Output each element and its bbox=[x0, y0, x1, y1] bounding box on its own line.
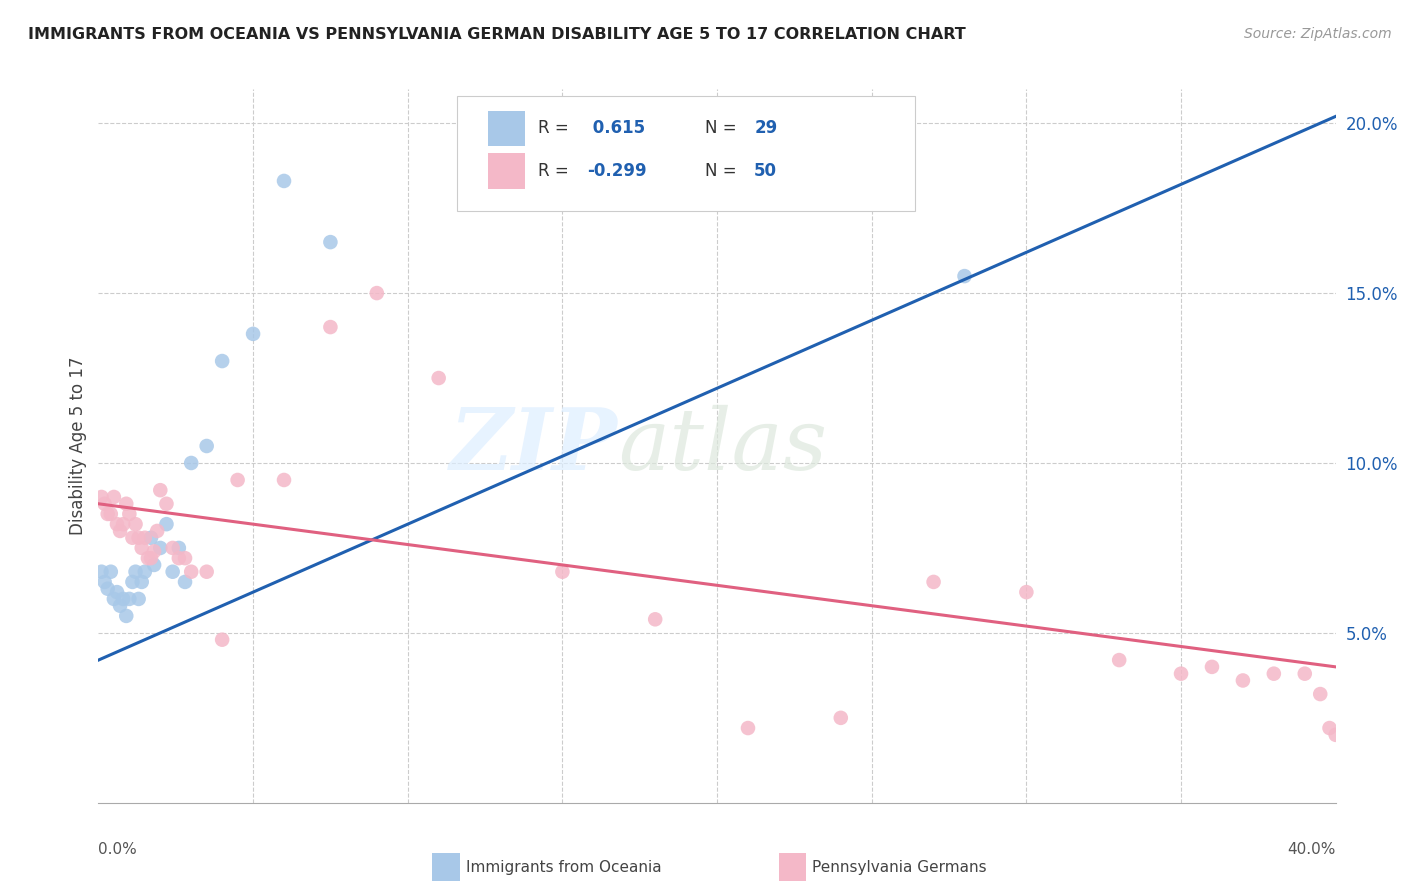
Point bbox=[319, 320, 342, 334]
Point bbox=[922, 574, 945, 589]
Point bbox=[143, 544, 166, 558]
Text: R =: R = bbox=[537, 162, 574, 180]
Point bbox=[139, 551, 162, 566]
Point bbox=[115, 608, 138, 623]
Point bbox=[124, 517, 146, 532]
Point bbox=[97, 582, 120, 596]
Point bbox=[162, 541, 184, 555]
Point bbox=[103, 490, 125, 504]
Bar bbox=[433, 853, 460, 881]
Text: ZIP: ZIP bbox=[450, 404, 619, 488]
Point bbox=[121, 531, 143, 545]
Point bbox=[134, 565, 156, 579]
Text: 40.0%: 40.0% bbox=[1288, 842, 1336, 857]
Point bbox=[136, 551, 159, 566]
Point bbox=[93, 574, 115, 589]
Text: N =: N = bbox=[704, 162, 741, 180]
Point bbox=[167, 541, 190, 555]
Point bbox=[737, 721, 759, 735]
Point bbox=[128, 591, 150, 606]
Text: 50: 50 bbox=[754, 162, 778, 180]
Point bbox=[149, 541, 172, 555]
Point bbox=[1108, 653, 1130, 667]
Point bbox=[149, 483, 172, 498]
Bar bbox=[779, 853, 806, 881]
Point bbox=[139, 531, 162, 545]
Point bbox=[108, 524, 131, 538]
Point bbox=[242, 326, 264, 341]
Point bbox=[155, 517, 177, 532]
Point bbox=[366, 286, 388, 301]
Point bbox=[551, 565, 574, 579]
Point bbox=[226, 473, 249, 487]
Point bbox=[273, 174, 295, 188]
Point bbox=[131, 574, 153, 589]
Point bbox=[1263, 666, 1285, 681]
Point bbox=[180, 456, 202, 470]
Point bbox=[115, 497, 138, 511]
Point bbox=[118, 591, 141, 606]
Point bbox=[319, 235, 342, 249]
Point bbox=[100, 565, 122, 579]
Text: 0.615: 0.615 bbox=[588, 120, 645, 137]
Text: IMMIGRANTS FROM OCEANIA VS PENNSYLVANIA GERMAN DISABILITY AGE 5 TO 17 CORRELATIO: IMMIGRANTS FROM OCEANIA VS PENNSYLVANIA … bbox=[28, 27, 966, 42]
Point bbox=[644, 612, 666, 626]
Point bbox=[112, 591, 135, 606]
Y-axis label: Disability Age 5 to 17: Disability Age 5 to 17 bbox=[69, 357, 87, 535]
Text: 0.0%: 0.0% bbox=[98, 842, 138, 857]
Point bbox=[1015, 585, 1038, 599]
Text: N =: N = bbox=[704, 120, 741, 137]
Bar bbox=[488, 153, 526, 189]
Point bbox=[211, 354, 233, 368]
Point bbox=[1319, 721, 1341, 735]
Point bbox=[121, 574, 143, 589]
Point bbox=[1294, 666, 1316, 681]
Point bbox=[195, 439, 218, 453]
Bar bbox=[488, 111, 526, 146]
Point bbox=[93, 497, 115, 511]
Point bbox=[953, 269, 976, 284]
Point bbox=[143, 558, 166, 572]
Point bbox=[112, 517, 135, 532]
Point bbox=[273, 473, 295, 487]
Point bbox=[124, 565, 146, 579]
Text: Immigrants from Oceania: Immigrants from Oceania bbox=[465, 860, 661, 874]
Text: -0.299: -0.299 bbox=[588, 162, 647, 180]
Point bbox=[118, 507, 141, 521]
Text: Pennsylvania Germans: Pennsylvania Germans bbox=[813, 860, 987, 874]
Text: Source: ZipAtlas.com: Source: ZipAtlas.com bbox=[1244, 27, 1392, 41]
Point bbox=[128, 531, 150, 545]
FancyBboxPatch shape bbox=[457, 96, 915, 211]
Point bbox=[167, 551, 190, 566]
Point bbox=[90, 565, 112, 579]
Point bbox=[195, 565, 218, 579]
Point bbox=[103, 591, 125, 606]
Point bbox=[1324, 728, 1347, 742]
Point bbox=[174, 574, 197, 589]
Point bbox=[1170, 666, 1192, 681]
Text: R =: R = bbox=[537, 120, 574, 137]
Point bbox=[90, 490, 112, 504]
Point bbox=[108, 599, 131, 613]
Point bbox=[155, 497, 177, 511]
Text: atlas: atlas bbox=[619, 405, 827, 487]
Point bbox=[100, 507, 122, 521]
Point bbox=[211, 632, 233, 647]
Point bbox=[1201, 660, 1223, 674]
Text: 29: 29 bbox=[754, 120, 778, 137]
Point bbox=[1232, 673, 1254, 688]
Point bbox=[97, 507, 120, 521]
Point bbox=[1309, 687, 1331, 701]
Point bbox=[830, 711, 852, 725]
Point bbox=[105, 585, 128, 599]
Point bbox=[174, 551, 197, 566]
Point bbox=[134, 531, 156, 545]
Point bbox=[180, 565, 202, 579]
Point bbox=[131, 541, 153, 555]
Point bbox=[162, 565, 184, 579]
Point bbox=[427, 371, 450, 385]
Point bbox=[105, 517, 128, 532]
Point bbox=[146, 524, 169, 538]
